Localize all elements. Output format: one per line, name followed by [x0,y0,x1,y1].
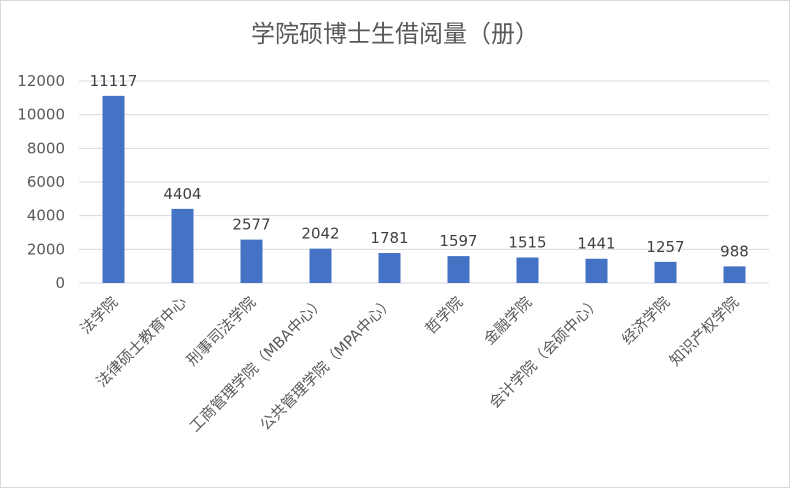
category-label: 金融学院 [480,293,535,348]
category-label: 会计学院（会硕中心） [486,293,605,412]
data-label: 4404 [163,185,201,203]
y-tick-label: 2000 [27,240,65,258]
bars [102,95,746,283]
bar [516,257,539,283]
data-label: 2577 [232,216,270,234]
data-label: 11117 [90,72,138,90]
data-label: 2042 [301,225,339,243]
category-label: 知识产权学院 [666,293,742,369]
y-tick-label: 12000 [17,72,65,90]
bar [171,208,194,283]
y-tick-label: 0 [55,274,65,292]
category-label: 法学院 [77,293,122,338]
bar [309,248,332,283]
bar [447,256,470,283]
category-label: 公共管理学院（MPA中心） [256,293,397,434]
bar [654,261,677,283]
category-label: 哲学院 [422,293,467,338]
category-label: 经济学院 [618,293,673,348]
bar [102,95,125,283]
category-label: 刑事司法学院 [183,293,259,369]
data-label: 1781 [370,229,408,247]
bar [378,253,401,283]
bar [723,266,746,283]
y-axis-ticks: 0 2000 4000 6000 8000 10000 12000 [17,72,65,292]
data-labels: 11117 4404 2577 2042 1781 1597 1515 1441 1257 988 [90,72,749,261]
data-label: 988 [720,242,749,260]
data-label: 1257 [646,238,684,256]
bar [240,239,263,283]
category-label: 工商管理学院（MBA中心） [186,293,328,435]
data-label: 1441 [577,235,615,253]
y-tick-label: 4000 [27,207,65,225]
y-tick-label: 6000 [27,173,65,191]
y-tick-label: 10000 [17,106,65,124]
y-tick-label: 8000 [27,139,65,157]
data-label: 1515 [508,233,546,251]
data-label: 1597 [439,232,477,250]
chart-title: 学院硕博士生借阅量（册） [251,20,539,48]
category-labels: 法学院法律硕士教育中心刑事司法学院工商管理学院（MBA中心）公共管理学院（MPA… [77,293,743,435]
bar [585,258,608,283]
gridlines [79,80,769,284]
